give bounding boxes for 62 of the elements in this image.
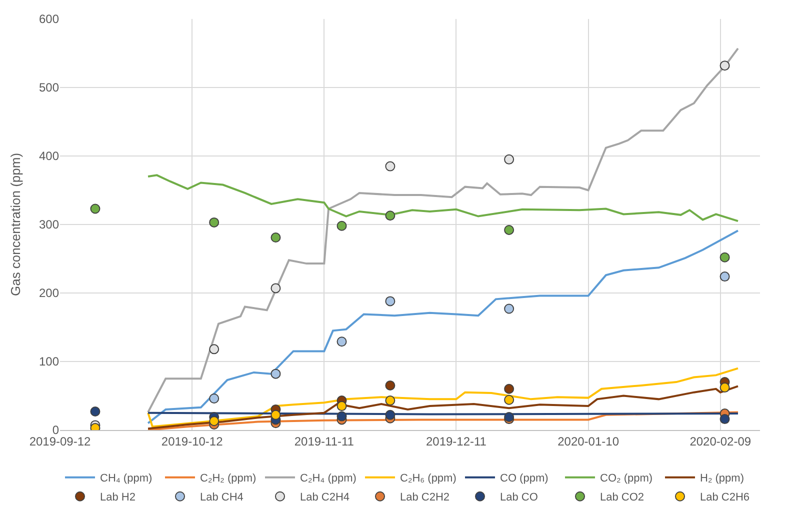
point — [385, 161, 396, 172]
legend-label: Lab H2 — [100, 492, 136, 504]
y-tick-label: 200 — [38, 286, 60, 300]
point — [720, 272, 730, 282]
x-tick-label: 2019-12-11 — [426, 434, 487, 448]
line-series — [147, 367, 739, 428]
legend-label: CO (ppm) — [500, 472, 548, 485]
line-series — [147, 411, 739, 430]
y-tick-label: 300 — [38, 218, 60, 232]
legend-label: Lab C2H6 — [700, 492, 750, 504]
line-series — [147, 230, 739, 424]
legend-label: H₂ (ppm) — [700, 472, 744, 485]
legend-label: Lab CH4 — [200, 492, 244, 504]
x-tick-label: 2020-01-10 — [558, 434, 620, 448]
point — [504, 154, 514, 164]
point — [720, 252, 730, 262]
legend-label: Lab C2H2 — [400, 492, 450, 504]
point — [385, 410, 396, 420]
point — [385, 396, 396, 406]
point — [209, 344, 220, 354]
point — [720, 414, 730, 424]
point — [209, 416, 220, 426]
point — [209, 217, 220, 228]
legend-label: Lab C2H4 — [300, 492, 350, 504]
x-tick-label: 2019-10-12 — [161, 434, 224, 448]
point — [270, 368, 281, 379]
legend-label: Lab CO2 — [600, 492, 644, 504]
point — [385, 380, 396, 390]
legend-label: C₂H₄ (ppm) — [300, 472, 356, 485]
x-tick-label: 2020-02-09 — [690, 434, 752, 448]
point — [385, 210, 396, 221]
y-tick-label: 600 — [38, 12, 60, 26]
y-tick-label: 400 — [38, 149, 60, 164]
y-tick-label: 100 — [38, 354, 60, 369]
point — [504, 304, 514, 314]
point — [209, 393, 220, 404]
line-series — [147, 174, 739, 222]
legend-label: CH₄ (ppm) — [100, 472, 152, 485]
point — [504, 224, 514, 235]
point — [504, 394, 514, 405]
point — [385, 296, 396, 306]
point — [504, 412, 514, 422]
line-series — [147, 47, 739, 414]
y-tick-label: 500 — [38, 80, 60, 95]
point — [336, 220, 347, 231]
point — [504, 384, 514, 394]
point — [720, 382, 730, 393]
legend-label: Lab CO — [500, 492, 538, 504]
point — [336, 411, 347, 422]
point — [720, 60, 730, 71]
point — [336, 336, 347, 347]
point — [270, 232, 281, 243]
point — [90, 406, 100, 417]
x-tick-label: 2019-11-11 — [294, 434, 354, 448]
point — [270, 410, 281, 420]
point — [336, 401, 347, 412]
y-axis-title: Gas concentration (ppm) — [8, 152, 23, 296]
point — [270, 283, 281, 294]
legend-label: C₂H₆ (ppm) — [400, 472, 456, 485]
legend-label: C₂H₂ (ppm) — [200, 472, 256, 485]
legend-label: CO₂ (ppm) — [600, 472, 653, 485]
point — [90, 204, 100, 214]
